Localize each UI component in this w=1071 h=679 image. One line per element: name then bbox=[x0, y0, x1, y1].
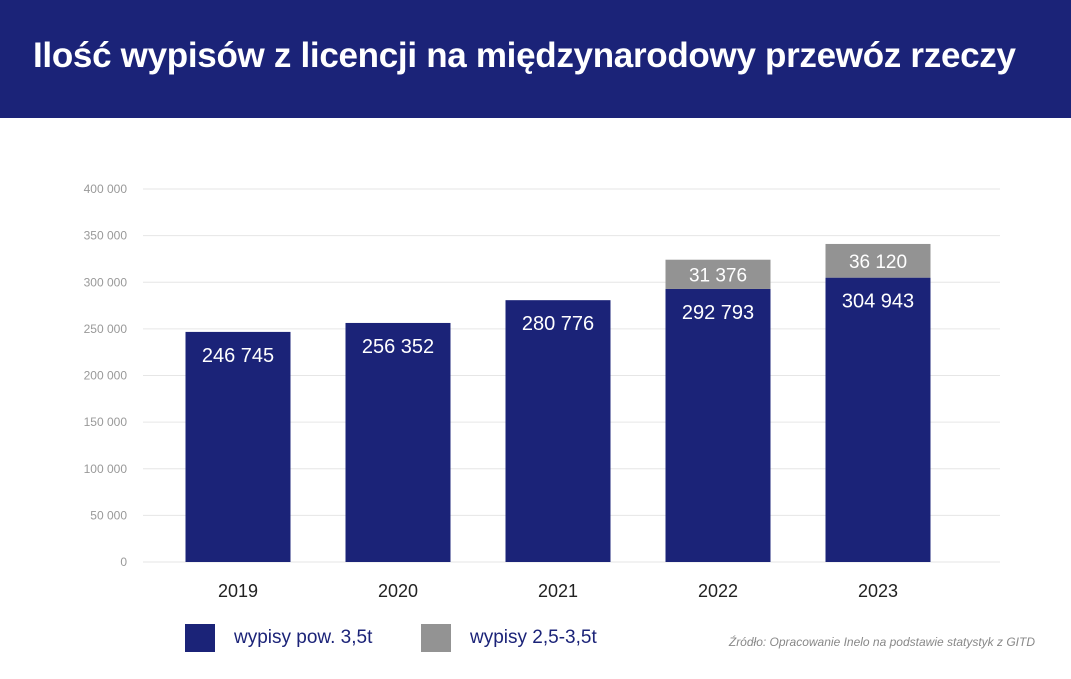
legend-label: wypisy 2,5-3,5t bbox=[470, 627, 597, 648]
bar-over-3-5t-2021 bbox=[505, 300, 611, 562]
data-label: 256 352 bbox=[362, 336, 434, 358]
header-banner: Ilość wypisów z licencji na międzynarodo… bbox=[0, 0, 1071, 118]
x-tick-label: 2020 bbox=[378, 581, 418, 601]
data-label: 31 376 bbox=[689, 265, 747, 286]
y-tick-label: 100 000 bbox=[84, 462, 128, 476]
x-tick-label: 2019 bbox=[218, 581, 258, 601]
y-tick-label: 0 bbox=[120, 555, 127, 569]
y-tick-label: 350 000 bbox=[84, 229, 128, 243]
source-note: Źródło: Opracowanie Inelo na podstawie s… bbox=[728, 635, 1035, 649]
bar-over-3-5t-2022 bbox=[665, 288, 771, 562]
legend-item-2-5-3-5t: wypisy 2,5-3,5t bbox=[421, 624, 597, 652]
x-tick-label: 2023 bbox=[858, 581, 898, 601]
legend-label: wypisy pow. 3,5t bbox=[234, 627, 373, 648]
legend-item-over-3-5t: wypisy pow. 3,5t bbox=[185, 624, 372, 652]
y-tick-label: 400 000 bbox=[84, 182, 128, 196]
data-label: 304 943 bbox=[842, 291, 914, 313]
y-tick-label: 150 000 bbox=[84, 415, 128, 429]
y-tick-label: 50 000 bbox=[90, 508, 127, 522]
data-label: 36 120 bbox=[849, 252, 907, 273]
bar-over-3-5t-2023 bbox=[825, 277, 931, 562]
y-tick-label: 300 000 bbox=[84, 275, 128, 289]
x-tick-label: 2021 bbox=[538, 581, 578, 601]
data-label: 246 745 bbox=[202, 345, 274, 367]
x-tick-label: 2022 bbox=[698, 581, 738, 601]
y-tick-label: 200 000 bbox=[84, 369, 128, 383]
y-tick-label: 250 000 bbox=[84, 322, 128, 336]
legend-swatch-navy bbox=[185, 624, 215, 652]
bar-2-5-3-5t-2022 bbox=[665, 259, 771, 289]
bar-over-3-5t-2020 bbox=[345, 322, 451, 562]
legend-swatch-gray bbox=[421, 624, 451, 652]
data-label: 292 793 bbox=[682, 302, 754, 324]
bar-2-5-3-5t-2023 bbox=[825, 243, 931, 278]
chart-title: Ilość wypisów z licencji na międzynarodo… bbox=[33, 36, 1016, 75]
bar-over-3-5t-2019 bbox=[185, 331, 291, 562]
data-label: 280 776 bbox=[522, 313, 594, 335]
